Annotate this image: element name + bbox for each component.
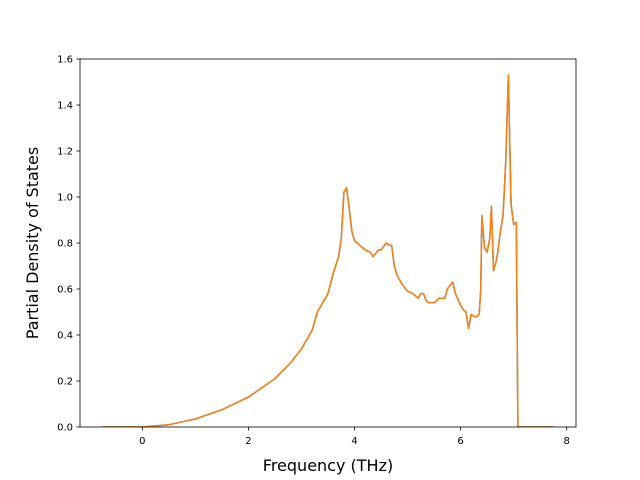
y-tick-label: 1.0	[57, 193, 73, 204]
plot-frame	[79, 58, 577, 428]
x-tick-label: 4	[351, 436, 357, 447]
y-tick-label: 1.4	[57, 101, 73, 112]
y-tick-label: 1.6	[57, 55, 73, 66]
y-tick-label: 0.0	[57, 423, 73, 434]
y-tick-label: 0.6	[57, 285, 73, 296]
y-axis-label: Partial Density of States	[23, 147, 42, 339]
y-tick-label: 0.2	[57, 377, 73, 388]
x-tick-label: 2	[245, 436, 251, 447]
x-axis-label: Frequency (THz)	[263, 456, 393, 475]
x-tick-label: 0	[139, 436, 145, 447]
x-tick-label: 6	[457, 436, 463, 447]
x-tick-label: 8	[564, 436, 570, 447]
y-tick-label: 0.4	[57, 331, 73, 342]
y-tick-label: 0.8	[57, 239, 73, 250]
series-line	[102, 74, 554, 427]
y-tick-label: 1.2	[57, 147, 73, 158]
